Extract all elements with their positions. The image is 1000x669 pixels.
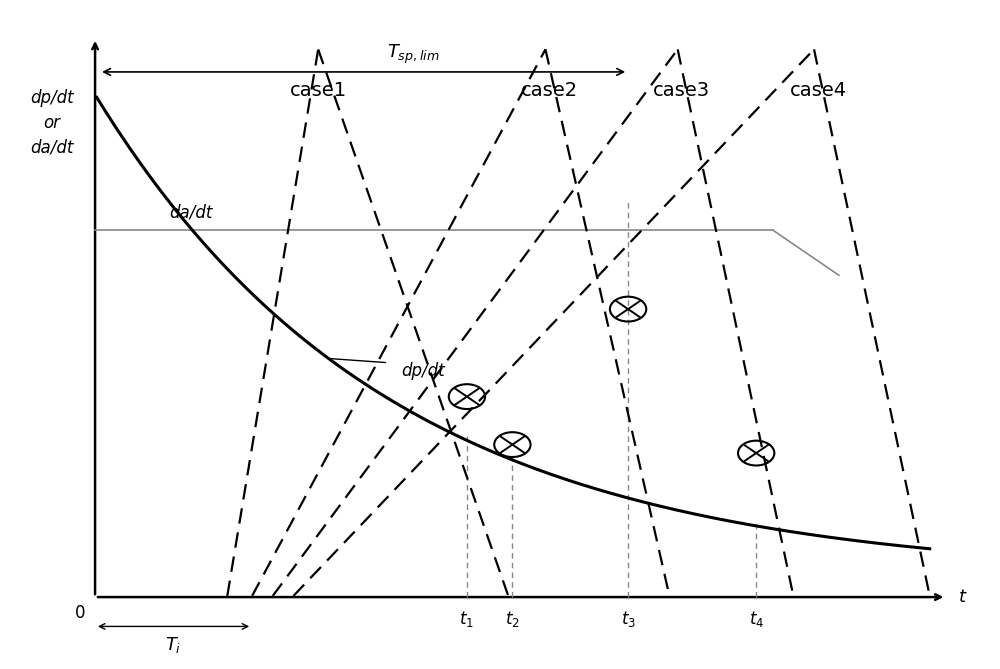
Text: $T_i$: $T_i$ [165, 635, 182, 655]
Text: dp/dt: dp/dt [401, 362, 444, 380]
Text: $t_4$: $t_4$ [749, 609, 764, 630]
Text: $t_3$: $t_3$ [621, 609, 636, 630]
Text: case3: case3 [653, 81, 710, 100]
Text: $T_{sp,lim}$: $T_{sp,lim}$ [387, 43, 439, 66]
Text: dp/dt
or
da/dt: dp/dt or da/dt [30, 89, 74, 157]
Text: case4: case4 [790, 81, 847, 100]
Text: case2: case2 [521, 81, 578, 100]
Text: 0: 0 [75, 604, 85, 622]
Text: da/dt: da/dt [169, 203, 213, 221]
Text: t: t [959, 588, 966, 606]
Text: $t_2$: $t_2$ [505, 609, 520, 630]
Text: case1: case1 [290, 81, 347, 100]
Text: $t_1$: $t_1$ [459, 609, 474, 630]
